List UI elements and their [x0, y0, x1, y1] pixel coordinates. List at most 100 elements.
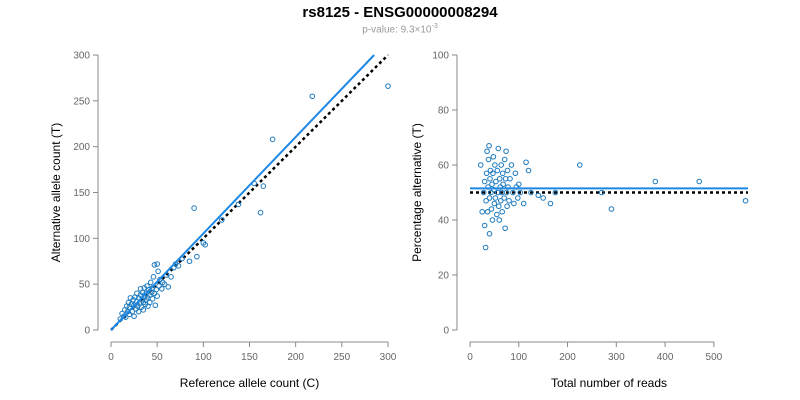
x-tick-label: 300: [380, 352, 397, 363]
y-axis-label: Percentage alternative (T): [410, 123, 424, 262]
x-tick-label: 0: [108, 352, 114, 363]
data-point: [487, 175, 493, 182]
data-point: [497, 197, 504, 204]
data-point: [161, 281, 168, 287]
data-point: [496, 175, 503, 182]
data-point: [477, 162, 484, 168]
x-tick-label: 300: [608, 352, 625, 363]
x-axis-label: Reference allele count (C): [180, 376, 319, 390]
data-point: [479, 208, 485, 215]
data-point: [149, 296, 156, 302]
data-point: [517, 189, 524, 196]
data-point: [151, 262, 158, 268]
x-tick-label: 250: [333, 352, 350, 363]
data-point: [484, 208, 491, 215]
y-tick-label: 300: [73, 51, 90, 62]
data-point: [547, 200, 554, 207]
data-point: [385, 83, 391, 89]
data-point: [147, 279, 154, 286]
data-point: [483, 170, 490, 177]
data-point: [269, 136, 276, 143]
data-point: [152, 302, 159, 309]
data-point: [486, 230, 493, 237]
data-point: [512, 170, 519, 177]
data-point: [481, 178, 488, 185]
data-point: [153, 286, 160, 293]
data-point: [140, 307, 147, 313]
data-point: [235, 201, 242, 208]
x-tick-label: 150: [241, 352, 258, 363]
data-point: [156, 283, 162, 289]
data-point: [500, 181, 506, 188]
data-point: [515, 181, 522, 188]
data-point: [489, 181, 495, 188]
data-point: [742, 197, 749, 204]
data-point: [503, 189, 510, 196]
data-point: [494, 167, 501, 174]
chart-subtitle-pvalue: p-value: 9.3×10-3: [0, 23, 800, 35]
data-point: [483, 197, 489, 204]
y-tick-label: 60: [438, 161, 450, 172]
data-point: [155, 268, 161, 275]
x-axis-label: Total number of reads: [551, 376, 667, 390]
data-point: [504, 167, 511, 174]
data-point: [482, 244, 489, 251]
data-point: [494, 211, 500, 218]
data-point: [510, 189, 516, 196]
x-tick-label: 200: [559, 352, 576, 363]
y-tick-label: 200: [73, 142, 90, 153]
data-point: [150, 274, 157, 280]
data-point: [146, 299, 153, 306]
data-point: [168, 274, 174, 280]
data-point: [194, 253, 200, 260]
data-point: [608, 206, 615, 212]
y-tick-label: 100: [73, 234, 90, 245]
data-point: [493, 178, 499, 185]
data-point: [186, 258, 193, 265]
data-point: [503, 148, 509, 155]
percentage-alternative-scatter-plot: 0 100 200 300 400 500 0 20 40 60 80 100 Total number…: [410, 51, 749, 390]
data-point: [498, 162, 505, 168]
data-point: [485, 156, 492, 163]
x-tick-label: 500: [706, 352, 723, 363]
data-point: [696, 178, 703, 185]
chart-title: rs8125 - ENSG00000008294: [302, 4, 498, 21]
x-tick-label: 0: [467, 352, 473, 363]
y-tick-label: 100: [432, 51, 449, 62]
data-point: [496, 217, 503, 223]
data-point: [490, 153, 497, 160]
y-tick-label: 150: [73, 188, 90, 199]
data-point: [480, 189, 487, 196]
data-point: [514, 195, 521, 201]
data-point: [501, 156, 508, 163]
data-point: [131, 313, 137, 320]
y-tick-label: 20: [438, 271, 450, 282]
data-point: [165, 284, 172, 290]
data-point: [535, 192, 542, 199]
data-point: [652, 178, 659, 185]
pvalue-text: p-value: 9.3×10: [362, 24, 432, 36]
data-point: [495, 189, 501, 196]
data-point: [135, 308, 142, 315]
data-point: [495, 145, 502, 152]
data-point: [129, 308, 136, 315]
data-point: [486, 142, 492, 149]
data-point: [492, 162, 498, 168]
y-tick-label: 0: [443, 326, 449, 337]
data-point: [490, 170, 496, 177]
data-point: [598, 189, 605, 196]
data-point: [175, 263, 182, 269]
allele-count-scatter-plot: 0 50 100 150 200 250 300 0 50 100 150 200 250 300 Refe…: [49, 51, 397, 391]
data-point: [128, 301, 135, 308]
y-tick-label: 80: [438, 106, 450, 117]
data-point: [154, 261, 160, 267]
data-point: [158, 285, 165, 292]
data-point: [507, 175, 513, 182]
data-point: [488, 189, 494, 196]
data-point: [511, 200, 517, 207]
y-axis-label: Alternative allele count (T): [49, 123, 63, 262]
data-point: [502, 225, 508, 232]
data-point: [501, 195, 507, 201]
data-point: [552, 189, 559, 196]
